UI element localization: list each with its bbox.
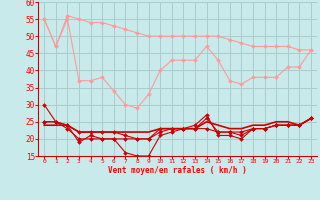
X-axis label: Vent moyen/en rafales ( km/h ): Vent moyen/en rafales ( km/h ) xyxy=(108,166,247,175)
